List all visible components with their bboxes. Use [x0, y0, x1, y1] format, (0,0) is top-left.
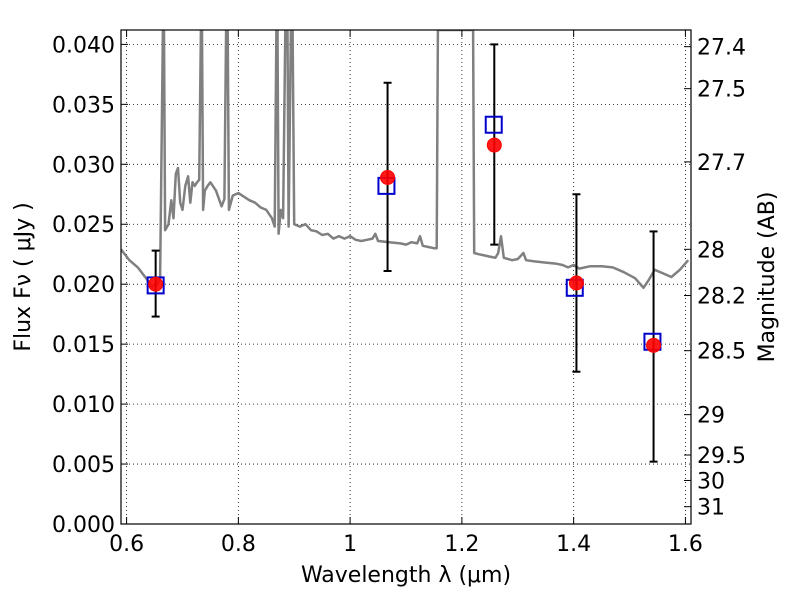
y2-axis-title: Magnitude (AB) — [755, 192, 780, 363]
plot-area — [121, 30, 690, 463]
x-tick-label: 1.2 — [444, 532, 479, 557]
y2-tick-label: 27.4 — [697, 36, 746, 61]
y-tick-label: 0.035 — [52, 93, 115, 118]
y2-tick-label: 31 — [697, 496, 725, 521]
x-tick-label: 1.4 — [556, 532, 591, 557]
y2-tick-label: 29.5 — [697, 444, 746, 469]
y2-tick-label: 30 — [697, 469, 725, 494]
y-tick-label: 0.020 — [52, 273, 115, 298]
observed-flux-point — [148, 276, 164, 292]
y-axis-title: Flux Fν ( μJy ) — [11, 202, 36, 351]
model-flux-square — [484, 115, 503, 134]
grid-lines — [121, 30, 691, 525]
observed-flux-point — [646, 337, 662, 353]
y-tick-label: 0.010 — [52, 393, 115, 418]
x-tick-label: 0.8 — [221, 532, 256, 557]
x-tick-label: 1 — [343, 532, 357, 557]
y-tick-label: 0.015 — [52, 333, 115, 358]
y-tick-label: 0.040 — [52, 33, 115, 58]
y2-tick-label: 27.7 — [697, 151, 746, 176]
y2-tick-label: 29 — [697, 404, 725, 429]
x-tick-label: 0.6 — [109, 532, 144, 557]
y2-tick-label: 28 — [697, 238, 725, 263]
observed-flux-point — [568, 275, 584, 291]
y-tick-label: 0.025 — [52, 213, 115, 238]
model-spectrum-line — [121, 30, 690, 290]
plot-frame — [120, 29, 692, 525]
y2-tick-label: 28.5 — [697, 340, 746, 365]
y-tick-label: 0.030 — [52, 153, 115, 178]
axis-ticks: 0.6 0.8 1 1.2 1.4 1.6 0.000 0.005 0.010 0.015 0.02… — [52, 30, 746, 557]
observed-flux-point — [380, 169, 396, 185]
y2-tick-label: 28.2 — [697, 285, 746, 310]
observed-flux-point — [486, 137, 502, 153]
y2-tick-label: 27.5 — [697, 78, 746, 103]
y-tick-label: 0.000 — [52, 513, 115, 538]
x-tick-label: 1.6 — [668, 532, 703, 557]
x-axis-title: Wavelength λ (μm) — [301, 563, 511, 588]
y-tick-label: 0.005 — [52, 453, 115, 478]
